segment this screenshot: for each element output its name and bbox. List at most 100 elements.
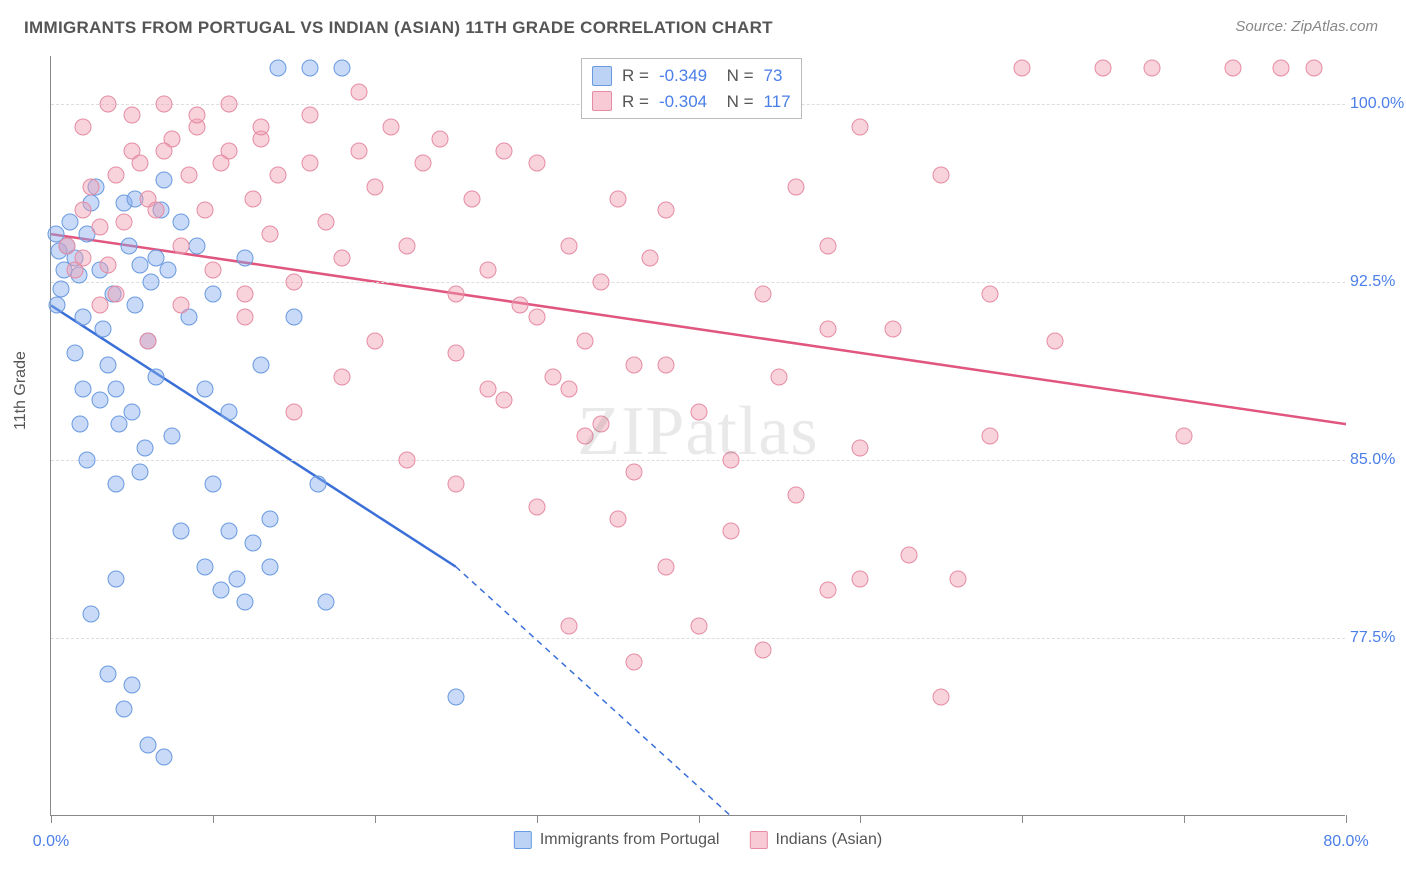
gridline-h (51, 638, 1345, 639)
data-point-indian (981, 428, 998, 445)
data-point-portugal (204, 285, 221, 302)
data-point-indian (561, 380, 578, 397)
data-point-indian (690, 404, 707, 421)
data-point-portugal (221, 404, 238, 421)
data-point-indian (99, 257, 116, 274)
data-point-indian (722, 451, 739, 468)
n-value: 117 (764, 89, 791, 115)
data-point-indian (609, 511, 626, 528)
data-point-indian (1176, 428, 1193, 445)
data-point-indian (350, 143, 367, 160)
data-point-indian (107, 285, 124, 302)
data-point-portugal (285, 309, 302, 326)
data-point-portugal (253, 356, 270, 373)
data-point-portugal (143, 273, 160, 290)
data-point-indian (1143, 59, 1160, 76)
x-tick-label: 0.0% (33, 833, 69, 851)
n-value: 73 (764, 63, 783, 89)
data-point-indian (625, 356, 642, 373)
data-point-indian (658, 202, 675, 219)
data-point-indian (399, 238, 416, 255)
data-point-indian (431, 131, 448, 148)
data-point-portugal (148, 368, 165, 385)
data-point-indian (237, 309, 254, 326)
data-point-indian (496, 392, 513, 409)
data-point-portugal (140, 736, 157, 753)
data-point-portugal (229, 570, 246, 587)
data-point-indian (1095, 59, 1112, 76)
r-value: -0.304 (659, 89, 707, 115)
data-point-indian (690, 618, 707, 635)
data-point-indian (820, 582, 837, 599)
data-point-indian (933, 689, 950, 706)
y-tick-label: 92.5% (1350, 273, 1406, 291)
x-tick (213, 815, 214, 823)
n-label: N = (717, 89, 753, 115)
gridline-h (51, 460, 1345, 461)
data-point-portugal (120, 238, 137, 255)
data-point-indian (269, 166, 286, 183)
legend-label: Immigrants from Portugal (540, 831, 720, 849)
data-point-indian (196, 202, 213, 219)
data-point-portugal (99, 356, 116, 373)
data-point-indian (99, 95, 116, 112)
data-point-indian (722, 523, 739, 540)
data-point-portugal (212, 582, 229, 599)
x-tick (860, 815, 861, 823)
data-point-indian (221, 95, 238, 112)
data-point-portugal (136, 439, 153, 456)
data-point-portugal (245, 534, 262, 551)
data-point-indian (156, 143, 173, 160)
gridline-h (51, 282, 1345, 283)
legend-row-blue: R = -0.349 N = 73 (592, 63, 791, 89)
y-tick-label: 85.0% (1350, 451, 1406, 469)
data-point-indian (140, 333, 157, 350)
data-point-portugal (334, 59, 351, 76)
n-label: N = (717, 63, 753, 89)
source-label: Source: (1235, 18, 1287, 35)
data-point-portugal (78, 451, 95, 468)
data-point-indian (561, 618, 578, 635)
data-point-indian (221, 143, 238, 160)
data-point-indian (285, 404, 302, 421)
chart-title: IMMIGRANTS FROM PORTUGAL VS INDIAN (ASIA… (24, 18, 773, 38)
data-point-indian (658, 558, 675, 575)
data-point-indian (447, 344, 464, 361)
data-point-portugal (107, 570, 124, 587)
data-point-indian (577, 333, 594, 350)
data-point-indian (755, 641, 772, 658)
data-point-portugal (107, 475, 124, 492)
y-axis-label: 11th Grade (12, 351, 30, 430)
data-point-indian (658, 356, 675, 373)
legend-item-pink: Indians (Asian) (749, 831, 882, 849)
data-point-indian (561, 238, 578, 255)
source-value: ZipAtlas.com (1291, 18, 1378, 35)
data-point-indian (771, 368, 788, 385)
data-point-indian (285, 273, 302, 290)
data-point-indian (852, 119, 869, 136)
data-point-indian (156, 95, 173, 112)
data-point-indian (107, 166, 124, 183)
data-point-portugal (148, 249, 165, 266)
data-point-indian (593, 273, 610, 290)
data-point-indian (350, 83, 367, 100)
data-point-indian (949, 570, 966, 587)
data-point-indian (447, 475, 464, 492)
data-point-portugal (127, 297, 144, 314)
data-point-indian (204, 261, 221, 278)
data-point-portugal (49, 297, 66, 314)
data-point-portugal (261, 511, 278, 528)
data-point-indian (496, 143, 513, 160)
data-point-indian (528, 309, 545, 326)
data-point-portugal (132, 257, 149, 274)
data-point-portugal (132, 463, 149, 480)
data-point-portugal (188, 238, 205, 255)
data-point-indian (261, 226, 278, 243)
data-point-indian (755, 285, 772, 302)
data-point-portugal (123, 404, 140, 421)
data-point-indian (245, 190, 262, 207)
data-point-indian (83, 178, 100, 195)
data-point-portugal (75, 380, 92, 397)
data-point-portugal (318, 594, 335, 611)
data-point-portugal (83, 606, 100, 623)
